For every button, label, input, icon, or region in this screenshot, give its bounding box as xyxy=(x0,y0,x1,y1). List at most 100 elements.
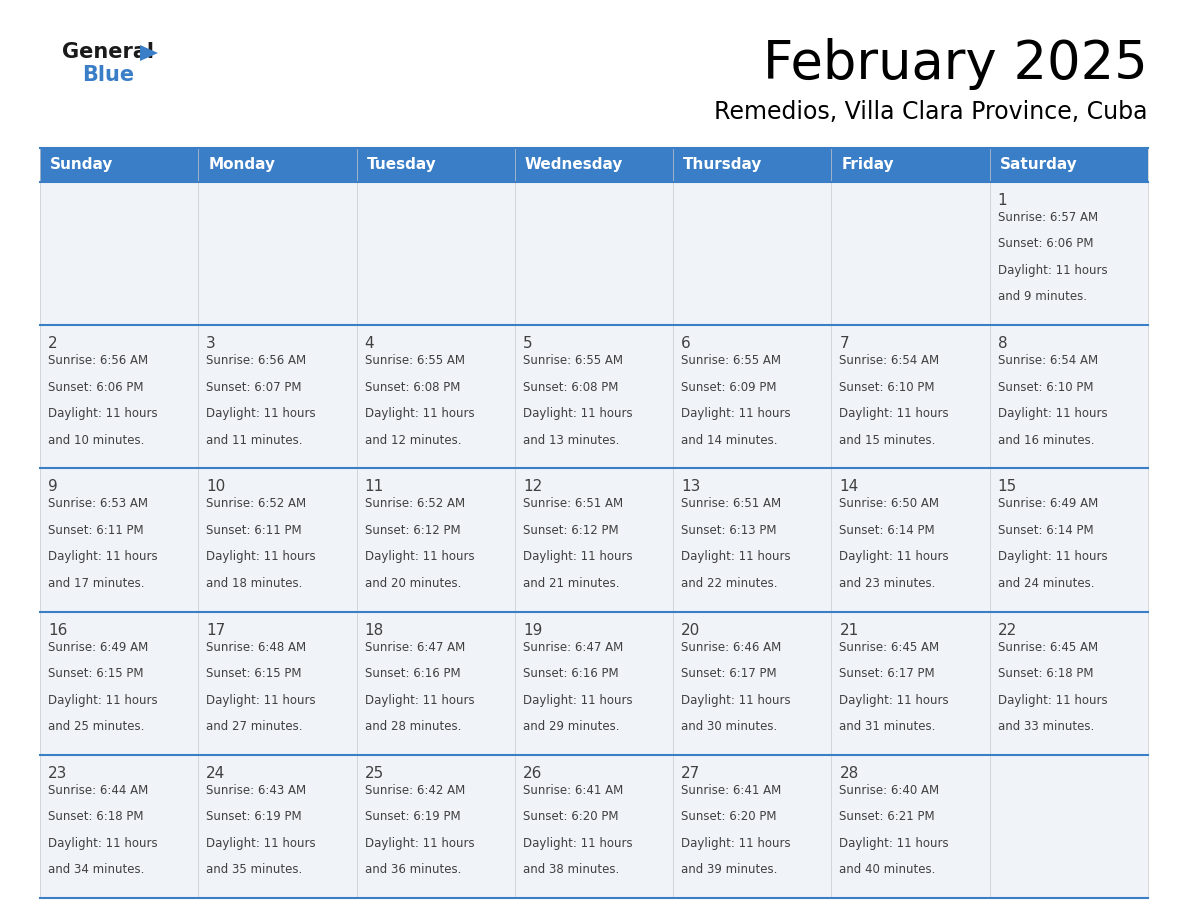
Text: Daylight: 11 hours: Daylight: 11 hours xyxy=(207,836,316,850)
Text: 28: 28 xyxy=(840,766,859,781)
Text: General: General xyxy=(62,42,154,62)
Text: Daylight: 11 hours: Daylight: 11 hours xyxy=(523,408,632,420)
Text: Sunrise: 6:54 AM: Sunrise: 6:54 AM xyxy=(998,354,1098,367)
Text: Sunset: 6:07 PM: Sunset: 6:07 PM xyxy=(207,381,302,394)
Text: 21: 21 xyxy=(840,622,859,638)
Text: Thursday: Thursday xyxy=(683,158,763,173)
Text: Daylight: 11 hours: Daylight: 11 hours xyxy=(998,694,1107,707)
Text: Sunrise: 6:54 AM: Sunrise: 6:54 AM xyxy=(840,354,940,367)
Text: Daylight: 11 hours: Daylight: 11 hours xyxy=(681,551,791,564)
Text: 23: 23 xyxy=(48,766,68,781)
Text: Sunrise: 6:41 AM: Sunrise: 6:41 AM xyxy=(523,784,624,797)
Text: Sunset: 6:21 PM: Sunset: 6:21 PM xyxy=(840,811,935,823)
Text: 3: 3 xyxy=(207,336,216,352)
Text: Daylight: 11 hours: Daylight: 11 hours xyxy=(207,551,316,564)
Text: Sunrise: 6:42 AM: Sunrise: 6:42 AM xyxy=(365,784,465,797)
Text: Sunset: 6:17 PM: Sunset: 6:17 PM xyxy=(681,667,777,680)
Text: Sunrise: 6:50 AM: Sunrise: 6:50 AM xyxy=(840,498,940,510)
Text: Sunset: 6:20 PM: Sunset: 6:20 PM xyxy=(681,811,777,823)
Text: Daylight: 11 hours: Daylight: 11 hours xyxy=(365,551,474,564)
Text: Sunset: 6:17 PM: Sunset: 6:17 PM xyxy=(840,667,935,680)
Text: Sunset: 6:12 PM: Sunset: 6:12 PM xyxy=(365,524,460,537)
Text: and 10 minutes.: and 10 minutes. xyxy=(48,433,145,447)
Text: Daylight: 11 hours: Daylight: 11 hours xyxy=(681,408,791,420)
Text: Daylight: 11 hours: Daylight: 11 hours xyxy=(48,836,158,850)
Text: 10: 10 xyxy=(207,479,226,495)
Text: Daylight: 11 hours: Daylight: 11 hours xyxy=(840,408,949,420)
Text: Sunrise: 6:47 AM: Sunrise: 6:47 AM xyxy=(523,641,624,654)
Text: 12: 12 xyxy=(523,479,542,495)
Text: 9: 9 xyxy=(48,479,58,495)
Text: Sunrise: 6:57 AM: Sunrise: 6:57 AM xyxy=(998,211,1098,224)
Text: Sunset: 6:08 PM: Sunset: 6:08 PM xyxy=(365,381,460,394)
Text: Sunset: 6:11 PM: Sunset: 6:11 PM xyxy=(48,524,144,537)
Text: and 14 minutes.: and 14 minutes. xyxy=(681,433,778,447)
Text: and 35 minutes.: and 35 minutes. xyxy=(207,863,303,876)
Text: Daylight: 11 hours: Daylight: 11 hours xyxy=(48,551,158,564)
Text: Daylight: 11 hours: Daylight: 11 hours xyxy=(207,694,316,707)
Text: and 31 minutes.: and 31 minutes. xyxy=(840,720,936,733)
Text: Daylight: 11 hours: Daylight: 11 hours xyxy=(365,836,474,850)
Text: 18: 18 xyxy=(365,622,384,638)
Text: Daylight: 11 hours: Daylight: 11 hours xyxy=(681,836,791,850)
Text: Daylight: 11 hours: Daylight: 11 hours xyxy=(998,264,1107,277)
Text: Sunrise: 6:51 AM: Sunrise: 6:51 AM xyxy=(681,498,782,510)
Text: Sunset: 6:14 PM: Sunset: 6:14 PM xyxy=(998,524,1093,537)
Text: Sunday: Sunday xyxy=(50,158,113,173)
Bar xyxy=(40,182,1148,325)
Text: Sunset: 6:08 PM: Sunset: 6:08 PM xyxy=(523,381,618,394)
Text: Sunrise: 6:55 AM: Sunrise: 6:55 AM xyxy=(523,354,623,367)
Text: Wednesday: Wednesday xyxy=(525,158,624,173)
Text: and 29 minutes.: and 29 minutes. xyxy=(523,720,619,733)
Text: Daylight: 11 hours: Daylight: 11 hours xyxy=(998,551,1107,564)
Text: and 9 minutes.: and 9 minutes. xyxy=(998,290,1087,304)
Text: Sunset: 6:16 PM: Sunset: 6:16 PM xyxy=(365,667,460,680)
Text: and 15 minutes.: and 15 minutes. xyxy=(840,433,936,447)
Text: Sunrise: 6:43 AM: Sunrise: 6:43 AM xyxy=(207,784,307,797)
Text: February 2025: February 2025 xyxy=(763,38,1148,90)
Text: Daylight: 11 hours: Daylight: 11 hours xyxy=(207,408,316,420)
Text: and 18 minutes.: and 18 minutes. xyxy=(207,577,303,590)
Text: Daylight: 11 hours: Daylight: 11 hours xyxy=(365,408,474,420)
Text: Blue: Blue xyxy=(82,65,134,85)
Text: 25: 25 xyxy=(365,766,384,781)
Bar xyxy=(40,611,1148,755)
Text: Tuesday: Tuesday xyxy=(367,158,436,173)
Text: Daylight: 11 hours: Daylight: 11 hours xyxy=(523,551,632,564)
Text: 27: 27 xyxy=(681,766,701,781)
Text: Daylight: 11 hours: Daylight: 11 hours xyxy=(523,836,632,850)
Text: 7: 7 xyxy=(840,336,849,352)
Text: Daylight: 11 hours: Daylight: 11 hours xyxy=(48,694,158,707)
Text: 11: 11 xyxy=(365,479,384,495)
Text: 4: 4 xyxy=(365,336,374,352)
Text: and 23 minutes.: and 23 minutes. xyxy=(840,577,936,590)
Text: Daylight: 11 hours: Daylight: 11 hours xyxy=(840,694,949,707)
Text: and 38 minutes.: and 38 minutes. xyxy=(523,863,619,876)
Text: Sunrise: 6:52 AM: Sunrise: 6:52 AM xyxy=(207,498,307,510)
Text: and 34 minutes.: and 34 minutes. xyxy=(48,863,145,876)
Text: Sunset: 6:06 PM: Sunset: 6:06 PM xyxy=(48,381,144,394)
Text: 1: 1 xyxy=(998,193,1007,208)
Text: 14: 14 xyxy=(840,479,859,495)
Text: and 36 minutes.: and 36 minutes. xyxy=(365,863,461,876)
Text: 16: 16 xyxy=(48,622,68,638)
Text: and 20 minutes.: and 20 minutes. xyxy=(365,577,461,590)
Text: 2: 2 xyxy=(48,336,58,352)
Text: Sunset: 6:10 PM: Sunset: 6:10 PM xyxy=(840,381,935,394)
Text: 24: 24 xyxy=(207,766,226,781)
Text: Sunset: 6:09 PM: Sunset: 6:09 PM xyxy=(681,381,777,394)
Bar xyxy=(40,325,1148,468)
Text: Sunset: 6:15 PM: Sunset: 6:15 PM xyxy=(207,667,302,680)
Text: Sunset: 6:11 PM: Sunset: 6:11 PM xyxy=(207,524,302,537)
Text: Daylight: 11 hours: Daylight: 11 hours xyxy=(840,551,949,564)
Bar xyxy=(40,148,1148,182)
Text: Sunrise: 6:44 AM: Sunrise: 6:44 AM xyxy=(48,784,148,797)
Text: Sunset: 6:13 PM: Sunset: 6:13 PM xyxy=(681,524,777,537)
Text: Sunrise: 6:56 AM: Sunrise: 6:56 AM xyxy=(207,354,307,367)
Text: Sunset: 6:14 PM: Sunset: 6:14 PM xyxy=(840,524,935,537)
Text: Sunset: 6:10 PM: Sunset: 6:10 PM xyxy=(998,381,1093,394)
Text: and 33 minutes.: and 33 minutes. xyxy=(998,720,1094,733)
Text: Sunrise: 6:41 AM: Sunrise: 6:41 AM xyxy=(681,784,782,797)
Text: and 28 minutes.: and 28 minutes. xyxy=(365,720,461,733)
Text: and 39 minutes.: and 39 minutes. xyxy=(681,863,777,876)
